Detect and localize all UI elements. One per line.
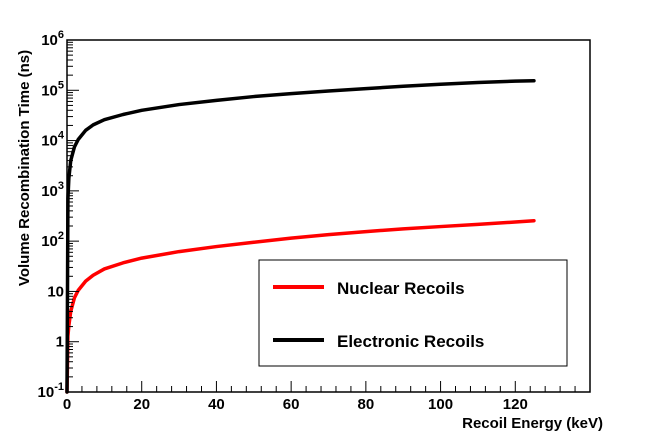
y-tick-label: 102	[41, 230, 64, 250]
electronic-recoils-curve	[65, 78, 536, 394]
x-tick-label: 120	[503, 396, 528, 413]
y-tick-label: 106	[41, 29, 64, 49]
nuclear-recoils-curve	[65, 218, 536, 394]
y-axis-label: Volume Recombination Time (ns)	[16, 50, 33, 286]
x-axis-label: Recoil Energy (keV)	[462, 415, 603, 432]
x-tick-label: 20	[133, 396, 150, 413]
legend: Nuclear Recoils Electronic Recoils	[258, 259, 568, 367]
x-tick-label: 80	[358, 396, 375, 413]
legend-label-electronic: Electronic Recoils	[337, 332, 484, 351]
legend-label-nuclear: Nuclear Recoils	[337, 279, 465, 298]
y-tick-label: 105	[41, 79, 64, 99]
x-tick-label: 40	[208, 396, 225, 413]
y-tick-label: 103	[41, 180, 64, 200]
x-tick-label: 60	[283, 396, 300, 413]
x-tick-label: 0	[63, 396, 71, 413]
ticks-layer	[66, 41, 591, 393]
curves-layer	[65, 78, 536, 394]
y-tick-label: 1	[56, 334, 64, 351]
y-tick-label: 104	[41, 130, 65, 150]
y-tick-label: 10-1	[38, 381, 64, 401]
legend-box	[258, 259, 568, 367]
y-tick-label: 10	[47, 283, 64, 300]
plot-frame	[66, 39, 591, 393]
labels-layer: 0 20 40 60 80 100 120 10-1 1 10 102 103 104 105 106	[38, 29, 528, 413]
x-tick-label: 100	[428, 396, 453, 413]
